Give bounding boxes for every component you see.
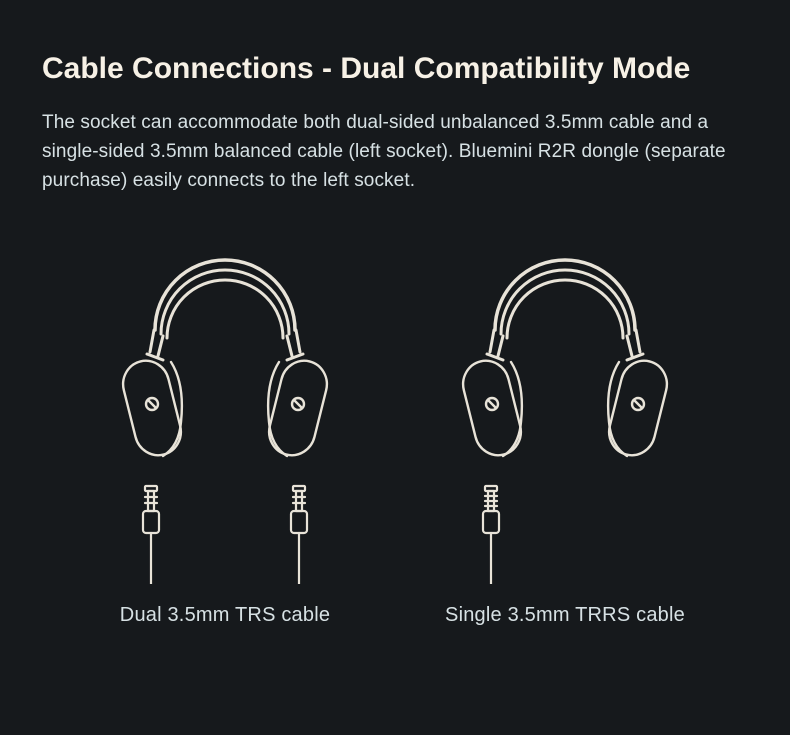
caption-single: Single 3.5mm TRRS cable xyxy=(445,604,685,627)
diagram-dual-cable: Dual 3.5mm TRS cable xyxy=(85,234,365,627)
headphones-single-icon xyxy=(425,234,705,584)
headphones-dual-icon xyxy=(85,234,365,584)
diagram-row: Dual 3.5mm TRS cable xyxy=(42,234,748,627)
page-title: Cable Connections - Dual Compatibility M… xyxy=(42,50,748,88)
diagram-single-cable: Single 3.5mm TRRS cable xyxy=(425,234,705,627)
description-text: The socket can accommodate both dual-sid… xyxy=(42,108,748,196)
caption-dual: Dual 3.5mm TRS cable xyxy=(120,604,330,627)
